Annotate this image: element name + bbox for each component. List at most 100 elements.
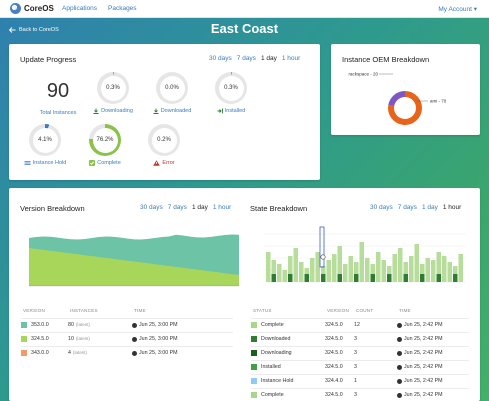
stat-error[interactable]: 0.2% Error	[136, 124, 192, 166]
version-cell: 324.5.0	[325, 322, 343, 328]
stat-label: Downloading	[101, 108, 133, 114]
clock-icon	[132, 322, 137, 328]
total-instances-label[interactable]: Total Instances	[39, 110, 77, 116]
range-1-hour[interactable]: 1 hour	[281, 55, 301, 62]
hover-cursor-icon	[320, 254, 326, 260]
state-bar	[343, 264, 348, 282]
state-bar	[370, 264, 375, 282]
back-link-label: Back to CoreOS	[19, 27, 59, 33]
version-row[interactable]: 324.5.0 10 (latest) Jun 25, 3:00 PM	[21, 332, 233, 345]
state-row[interactable]: Complete 324.5.0 3 Jun 25, 2:42 PM	[251, 388, 469, 401]
progress-ring: 76.2%	[89, 124, 121, 156]
range-1-hour[interactable]: 1 hour	[212, 204, 232, 211]
version-row[interactable]: 353.0.0 80 (latest) Jun 25, 3:00 PM	[21, 318, 233, 331]
stat-label: Instance Hold	[32, 160, 67, 166]
instances-cell: 10 (latest)	[68, 336, 90, 342]
state-bar	[398, 248, 403, 282]
time-cell: Jun 25, 3:00 PM	[139, 336, 178, 342]
warning-icon	[153, 160, 161, 166]
oem-breakdown-card: Instance OEM Breakdown rackspace - 20 am…	[331, 44, 480, 135]
range-30-days[interactable]: 30 days	[370, 204, 393, 211]
stat-label: Downloaded	[160, 108, 192, 114]
state-row[interactable]: Complete 324.5.0 12 Jun 25, 2:42 PM	[251, 318, 469, 331]
version-row[interactable]: 343.0.0 4 (latest) Jun 25, 3:00 PM	[21, 346, 233, 359]
progress-ring: 0.3%	[97, 72, 129, 104]
state-row[interactable]: Instance Hold 324.4.0 1 Jun 25, 2:42 PM	[251, 374, 469, 387]
state-bar-downloading	[337, 274, 342, 282]
range-7-days[interactable]: 7 days	[236, 55, 256, 62]
donut-slice-rackspace[interactable]	[388, 91, 405, 107]
stat-value: 0.2%	[151, 127, 177, 153]
state-bar	[332, 254, 337, 282]
state-range: 30 days 7 days 1 day 1 hour	[370, 204, 461, 211]
donut-slice-ami[interactable]	[388, 91, 422, 125]
progress-ring: 0.0%	[156, 72, 188, 104]
state-bar-downloading	[453, 274, 458, 282]
count-cell: 12	[354, 322, 360, 328]
progress-ring: 0.3%	[215, 72, 247, 104]
state-bar	[381, 260, 386, 282]
range-30-days[interactable]: 30 days	[209, 55, 232, 62]
count-cell: 1	[354, 378, 357, 384]
range-1-day[interactable]: 1 day	[191, 204, 208, 211]
state-bar	[436, 252, 441, 282]
range-7-days[interactable]: 7 days	[397, 204, 417, 211]
version-range: 30 days 7 days 1 day 1 hour	[140, 204, 231, 211]
stat-complete[interactable]: 76.2% Complete	[77, 124, 133, 166]
state-bar	[310, 258, 315, 282]
state-bar	[403, 262, 408, 282]
status-cell: Downloading	[261, 350, 292, 356]
range-1-day[interactable]: 1 day	[421, 204, 438, 211]
state-row[interactable]: Downloaded 324.5.0 3 Jun 25, 2:42 PM	[251, 332, 469, 345]
status-cell: Complete	[261, 392, 284, 398]
page-title: East Coast	[210, 21, 279, 36]
stat-installed[interactable]: 0.3% Installed	[203, 72, 259, 114]
nav-packages[interactable]: Packages	[108, 5, 137, 12]
state-bar	[266, 252, 271, 282]
stat-downloaded[interactable]: 0.0% Downloaded	[144, 72, 200, 114]
range-30-days[interactable]: 30 days	[140, 204, 163, 211]
stat-value: 76.2%	[92, 127, 118, 153]
state-col-version: VERSION	[327, 308, 350, 313]
clock-icon	[132, 336, 137, 342]
nav-applications[interactable]: Applications	[62, 5, 98, 12]
state-bar	[458, 254, 463, 282]
stat-instance-hold[interactable]: 4.1% Instance Hold	[17, 124, 73, 166]
version-breakdown-title: Version Breakdown	[20, 204, 85, 213]
status-swatch	[251, 350, 257, 356]
chart-hover-selection[interactable]	[319, 226, 325, 268]
instances-cell: 4 (latest)	[68, 350, 87, 356]
back-arrow-icon	[9, 27, 16, 33]
coreos-logo[interactable]: CoreOS	[10, 3, 54, 14]
state-bar-downloading	[403, 274, 408, 282]
state-bar	[288, 256, 293, 282]
version-cell: 353.0.0	[31, 322, 49, 328]
count-cell: 3	[354, 392, 357, 398]
back-link[interactable]: Back to CoreOS	[9, 27, 59, 33]
time-cell: Jun 25, 2:42 PM	[404, 392, 443, 398]
state-row[interactable]: Downloading 324.5.0 3 Jun 25, 2:42 PM	[251, 346, 469, 359]
state-bar-downloading	[321, 274, 326, 282]
clock-icon	[132, 350, 137, 356]
state-col-count: COUNT	[356, 308, 374, 313]
my-account-menu[interactable]: My Account ▾	[438, 6, 477, 13]
range-1-hour[interactable]: 1 hour	[442, 204, 462, 211]
state-bar	[293, 248, 298, 282]
stat-downloading[interactable]: 0.3% Downloading	[85, 72, 141, 114]
time-cell: Jun 25, 2:42 PM	[404, 336, 443, 342]
series-swatch	[21, 322, 27, 328]
top-navbar: CoreOS Applications Packages My Account …	[0, 0, 489, 18]
state-bar-downloading	[271, 274, 276, 282]
check-icon	[89, 160, 96, 166]
slice-label-rackspace: rackspace - 20	[348, 72, 378, 77]
version-cell: 324.4.0	[325, 378, 343, 384]
state-col-time: TIME	[399, 308, 411, 313]
state-row[interactable]: Installed 324.5.0 3 Jun 25, 2:42 PM	[251, 360, 469, 373]
clock-icon	[397, 322, 402, 328]
range-1-day[interactable]: 1 day	[260, 55, 277, 62]
state-col-status: STATUS	[253, 308, 272, 313]
state-bar	[315, 252, 320, 282]
version-cell: 324.5.0	[325, 336, 343, 342]
stat-label: Installed	[224, 108, 246, 114]
range-7-days[interactable]: 7 days	[167, 204, 187, 211]
